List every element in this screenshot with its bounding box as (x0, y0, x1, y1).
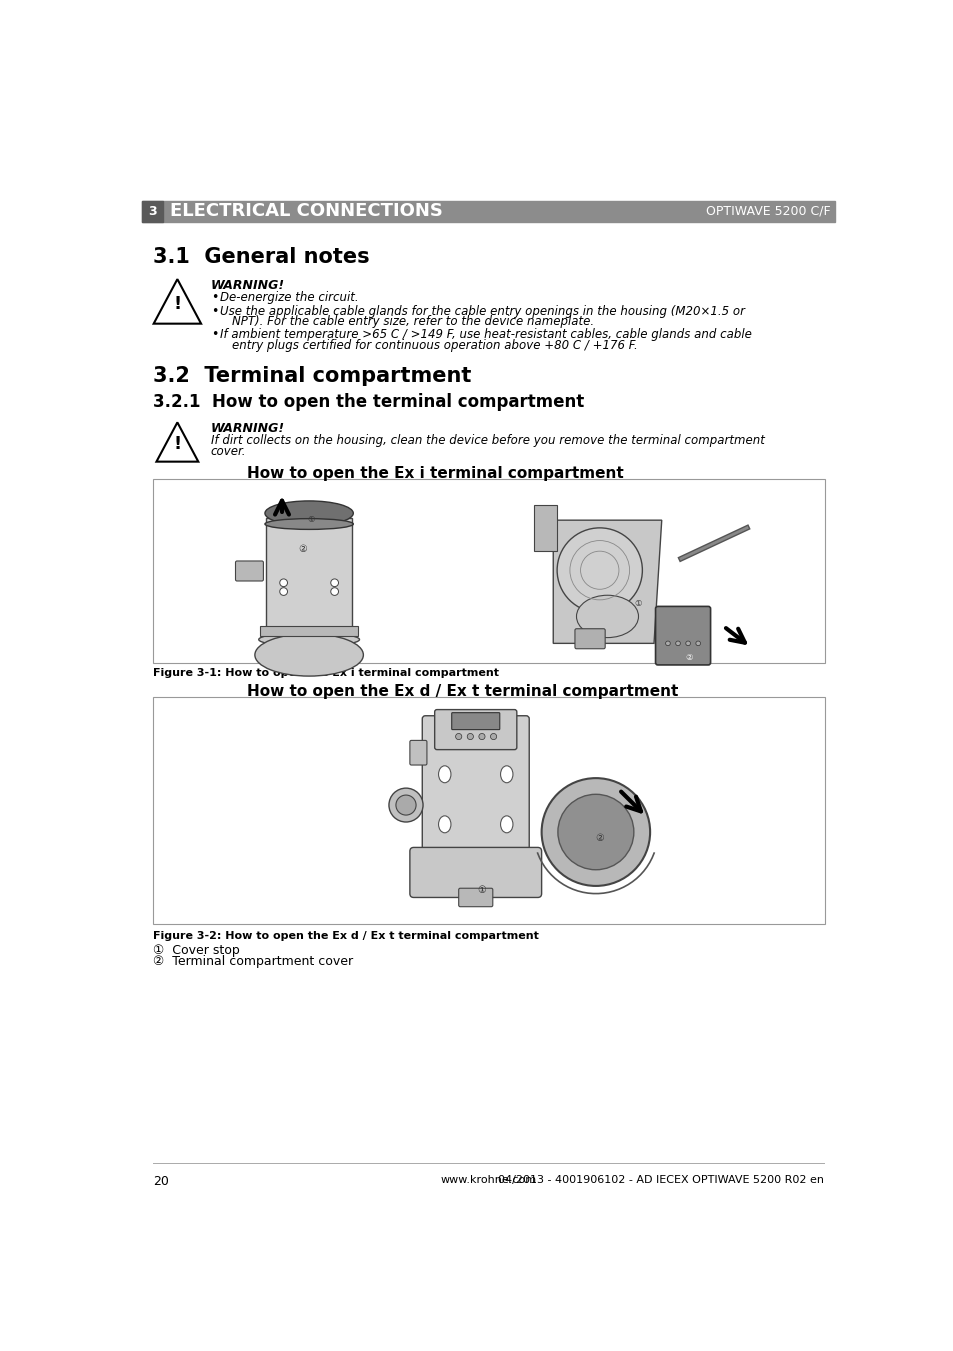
Text: !: ! (173, 435, 181, 453)
Bar (142, 200, 162, 222)
Circle shape (467, 734, 473, 739)
Ellipse shape (438, 816, 451, 832)
Text: ②  Terminal compartment cover: ② Terminal compartment cover (153, 955, 354, 969)
Text: 3.2.1  How to open the terminal compartment: 3.2.1 How to open the terminal compartme… (153, 393, 584, 411)
Ellipse shape (254, 634, 363, 676)
Text: •: • (211, 292, 218, 304)
FancyBboxPatch shape (452, 713, 499, 730)
Bar (260, 627, 357, 636)
Bar (266, 517, 352, 639)
Polygon shape (156, 423, 198, 462)
Ellipse shape (557, 528, 641, 612)
Text: ②: ② (684, 653, 692, 662)
Ellipse shape (258, 632, 359, 646)
FancyBboxPatch shape (422, 716, 529, 858)
Text: ①: ① (634, 598, 641, 608)
Text: ①  Cover stop: ① Cover stop (153, 943, 240, 957)
Text: ①: ① (477, 885, 486, 894)
Text: ELECTRICAL CONNECTIONS: ELECTRICAL CONNECTIONS (170, 203, 442, 220)
Text: www.krohne.com: www.krohne.com (440, 1174, 537, 1185)
Circle shape (675, 642, 679, 646)
Text: cover.: cover. (211, 444, 246, 458)
Ellipse shape (576, 596, 638, 638)
Circle shape (331, 580, 338, 586)
Text: !: ! (173, 295, 181, 312)
FancyBboxPatch shape (410, 740, 427, 765)
Text: NPT). For the cable entry size, refer to the device nameplate.: NPT). For the cable entry size, refer to… (233, 315, 594, 328)
Bar (142, 200, 835, 222)
Bar (153, 697, 823, 924)
Circle shape (685, 642, 690, 646)
Text: WARNING!: WARNING! (211, 423, 285, 435)
Text: •: • (211, 304, 218, 317)
FancyBboxPatch shape (235, 561, 263, 581)
Text: 3.1  General notes: 3.1 General notes (153, 247, 370, 266)
Circle shape (395, 794, 416, 815)
Text: OPTIWAVE 5200 C/F: OPTIWAVE 5200 C/F (705, 205, 830, 218)
Text: How to open the Ex i terminal compartment: How to open the Ex i terminal compartmen… (247, 466, 623, 481)
Circle shape (478, 734, 484, 739)
Circle shape (331, 588, 338, 596)
Text: entry plugs certified for continuous operation above +80 C / +176 F.: entry plugs certified for continuous ope… (233, 339, 638, 353)
FancyBboxPatch shape (655, 607, 710, 665)
Circle shape (279, 588, 287, 596)
Text: Figure 3-2: How to open the Ex d / Ex t terminal compartment: Figure 3-2: How to open the Ex d / Ex t … (153, 931, 538, 940)
Circle shape (279, 580, 287, 586)
Ellipse shape (500, 816, 513, 832)
Circle shape (456, 734, 461, 739)
Text: Use the applicable cable glands for the cable entry openings in the housing (M20: Use the applicable cable glands for the … (220, 304, 744, 317)
FancyBboxPatch shape (458, 888, 493, 907)
FancyBboxPatch shape (435, 709, 517, 750)
Ellipse shape (500, 766, 513, 782)
Text: How to open the Ex d / Ex t terminal compartment: How to open the Ex d / Ex t terminal com… (247, 684, 678, 700)
Text: ②: ② (298, 543, 307, 554)
Text: ①: ① (307, 515, 314, 524)
Text: 3.2  Terminal compartment: 3.2 Terminal compartment (153, 366, 471, 386)
Text: 3: 3 (148, 205, 156, 218)
Circle shape (490, 734, 497, 739)
Polygon shape (153, 280, 201, 324)
Bar (153, 480, 823, 662)
Text: 04/2013 - 4001906102 - AD IECEX OPTIWAVE 5200 R02 en: 04/2013 - 4001906102 - AD IECEX OPTIWAVE… (498, 1174, 823, 1185)
Text: •: • (211, 328, 218, 342)
Circle shape (541, 778, 649, 886)
Text: De-energize the circuit.: De-energize the circuit. (220, 292, 358, 304)
Ellipse shape (438, 766, 451, 782)
Circle shape (695, 642, 700, 646)
Circle shape (665, 642, 670, 646)
Text: ②: ② (595, 834, 603, 843)
FancyBboxPatch shape (575, 628, 604, 648)
Text: 20: 20 (153, 1174, 169, 1188)
Text: If dirt collects on the housing, clean the device before you remove the terminal: If dirt collects on the housing, clean t… (211, 434, 763, 447)
Ellipse shape (265, 519, 353, 530)
Polygon shape (553, 520, 661, 643)
Text: WARNING!: WARNING! (211, 280, 285, 292)
Bar (534, 505, 557, 551)
Circle shape (389, 788, 422, 821)
FancyBboxPatch shape (410, 847, 541, 897)
Circle shape (558, 794, 633, 870)
Ellipse shape (265, 501, 353, 526)
Text: If ambient temperature >65 C / >149 F, use heat-resistant cables, cable glands a: If ambient temperature >65 C / >149 F, u… (220, 328, 751, 342)
Text: Figure 3-1: How to open the Ex i terminal compartment: Figure 3-1: How to open the Ex i termina… (153, 667, 498, 678)
